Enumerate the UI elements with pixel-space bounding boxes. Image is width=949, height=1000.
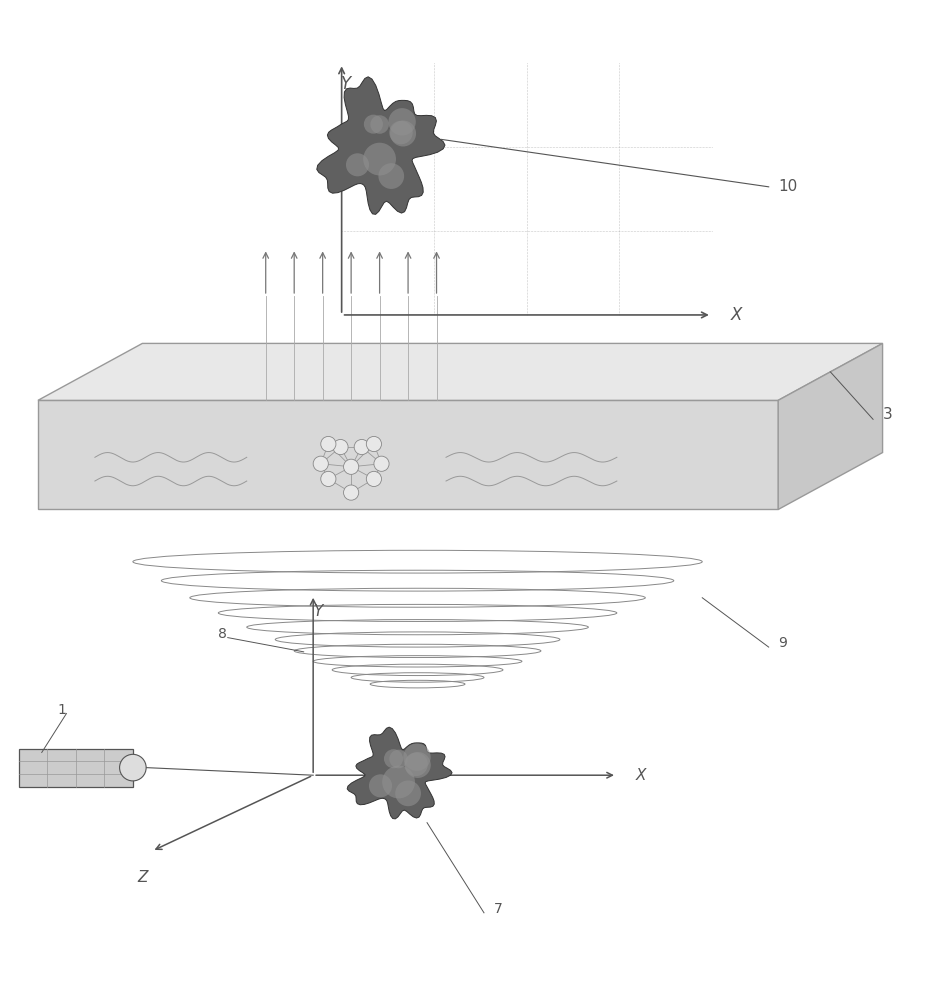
Circle shape — [363, 143, 396, 175]
Polygon shape — [38, 400, 778, 509]
Circle shape — [346, 153, 369, 176]
Circle shape — [379, 163, 404, 189]
Circle shape — [369, 774, 392, 797]
Circle shape — [333, 439, 348, 455]
Text: Y: Y — [342, 75, 351, 93]
Polygon shape — [19, 749, 133, 787]
Polygon shape — [347, 727, 452, 819]
Text: Y: Y — [313, 604, 323, 619]
Polygon shape — [38, 343, 883, 400]
Polygon shape — [778, 343, 883, 509]
Circle shape — [389, 750, 408, 768]
Circle shape — [354, 439, 369, 455]
Circle shape — [344, 485, 359, 500]
Circle shape — [321, 436, 336, 452]
Text: X: X — [636, 768, 646, 783]
Circle shape — [374, 456, 389, 471]
Text: 8: 8 — [218, 627, 227, 641]
Text: 10: 10 — [778, 179, 797, 194]
Circle shape — [384, 749, 403, 768]
Circle shape — [313, 456, 328, 471]
Circle shape — [389, 121, 413, 144]
Text: X: X — [731, 306, 742, 324]
Polygon shape — [317, 77, 445, 214]
Text: 9: 9 — [778, 636, 787, 650]
Text: 3: 3 — [883, 407, 892, 422]
Text: Z: Z — [137, 870, 148, 885]
Circle shape — [363, 115, 382, 134]
Circle shape — [366, 436, 381, 452]
Circle shape — [382, 766, 415, 798]
Circle shape — [344, 459, 359, 474]
Circle shape — [404, 753, 428, 776]
Circle shape — [120, 754, 146, 781]
Circle shape — [396, 781, 421, 806]
Circle shape — [366, 471, 381, 487]
Circle shape — [390, 121, 416, 146]
Text: 7: 7 — [493, 902, 502, 916]
Text: 1: 1 — [57, 703, 65, 717]
Circle shape — [388, 108, 416, 135]
Circle shape — [321, 471, 336, 487]
Circle shape — [370, 115, 389, 134]
Circle shape — [405, 752, 431, 778]
Circle shape — [403, 744, 431, 771]
